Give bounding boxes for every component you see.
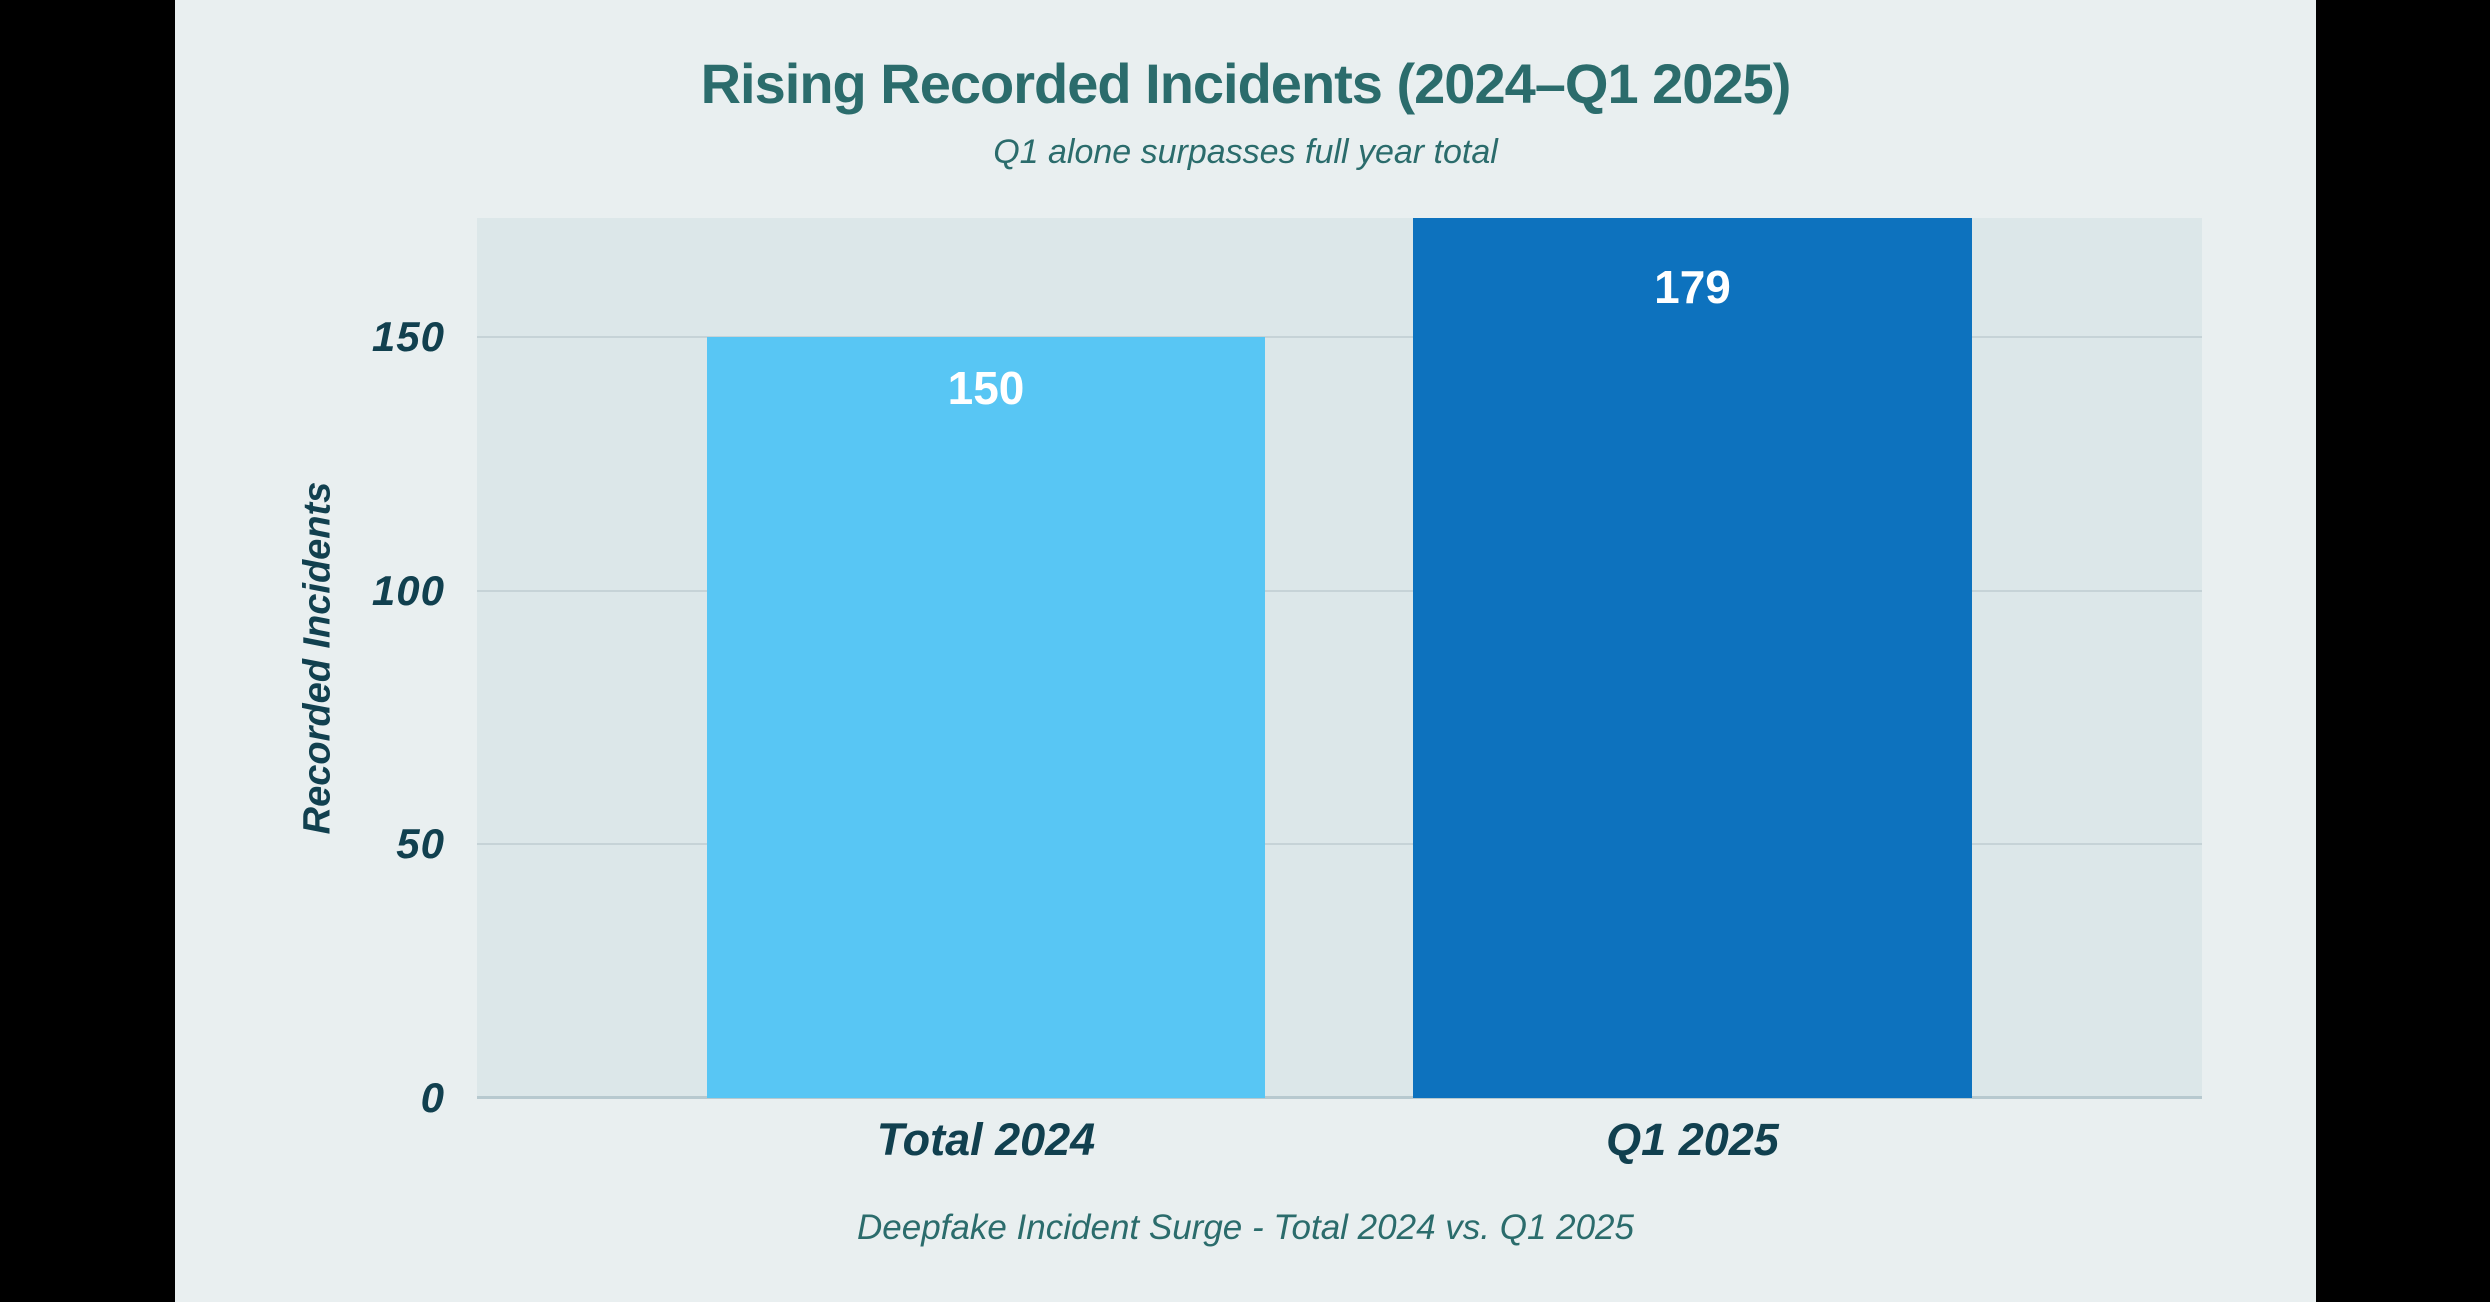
x-axis-baseline <box>477 1096 2202 1099</box>
bar-total-2024: 150 <box>707 337 1265 1098</box>
y-tick-label-50: 50 <box>396 820 445 868</box>
gridline-50 <box>477 843 2202 846</box>
chart-subtitle: Q1 alone surpasses full year total <box>993 133 1498 171</box>
y-tick-label-100: 100 <box>371 566 445 614</box>
chart-title: Rising Recorded Incidents (2024–Q1 2025) <box>700 52 1792 115</box>
x-category-label-total-2024: Total 2024 <box>876 1114 1096 1165</box>
gridline-100 <box>477 589 2202 592</box>
chart-canvas: Rising Recorded Incidents (2024–Q1 2025)… <box>175 0 2316 1302</box>
y-tick-label-0: 0 <box>420 1074 445 1121</box>
y-axis-tick-rail: 0 50 100 150 <box>175 218 445 1119</box>
gridline-150 <box>477 336 2202 339</box>
y-tick-label-150: 150 <box>371 313 445 361</box>
bar-value-label-q1-2025: 179 <box>1654 261 1731 313</box>
plot-area: 150 179 <box>477 218 2202 1099</box>
bar-q1-2025: 179 <box>1413 218 1972 1098</box>
chart-caption: Deepfake Incident Surge - Total 2024 vs.… <box>857 1208 1634 1247</box>
x-category-label-q1-2025: Q1 2025 <box>1606 1114 1779 1165</box>
bar-value-label-total-2024: 150 <box>947 362 1025 415</box>
